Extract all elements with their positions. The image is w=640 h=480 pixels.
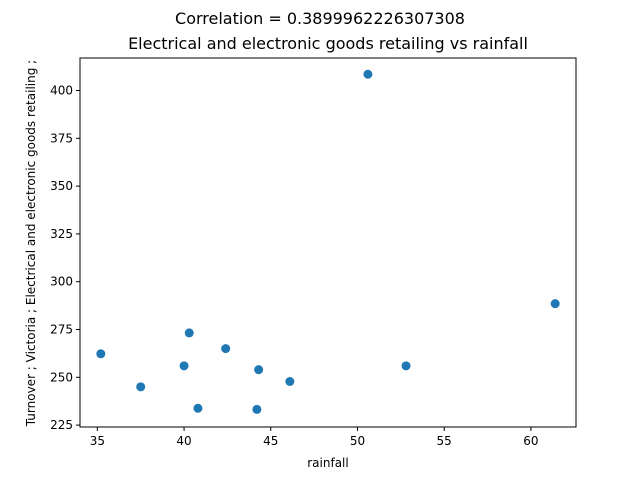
y-axis-ticks: 225 250 275 300 325 350 375 400 xyxy=(50,84,80,432)
data-point-8 xyxy=(285,376,295,386)
axes-frame xyxy=(79,57,577,428)
data-point-0 xyxy=(96,349,106,359)
data-point-1 xyxy=(136,382,146,392)
y-tick-label: 300 xyxy=(50,275,73,289)
data-points xyxy=(96,69,560,414)
x-axis-label: rainfall xyxy=(307,456,348,470)
y-tick-label: 375 xyxy=(50,131,73,145)
chart-title: Correlation = 0.3899962226307308 xyxy=(175,9,465,28)
data-point-7 xyxy=(254,365,264,375)
data-point-2 xyxy=(179,361,189,371)
x-tick-label: 40 xyxy=(176,434,191,448)
y-tick-label: 400 xyxy=(50,84,73,98)
y-tick-label: 225 xyxy=(50,418,73,432)
x-axis-ticks: 35 40 45 50 55 60 xyxy=(90,427,539,448)
x-tick-label: 50 xyxy=(350,434,365,448)
x-tick-label: 35 xyxy=(90,434,105,448)
x-tick-label: 55 xyxy=(437,434,452,448)
x-tick-label: 60 xyxy=(523,434,538,448)
chart-subtitle: Electrical and electronic goods retailin… xyxy=(128,34,528,53)
plot-area: 35 40 45 50 55 60 225 250 275 300 325 350 375 400 xyxy=(50,57,577,448)
data-point-9 xyxy=(363,69,373,79)
data-point-4 xyxy=(193,403,203,413)
data-point-3 xyxy=(184,328,194,338)
y-tick-label: 325 xyxy=(50,227,73,241)
data-point-6 xyxy=(252,404,262,414)
y-axis-label: Turnover ; Victoria ; Electrical and ele… xyxy=(24,60,38,427)
y-tick-label: 250 xyxy=(50,370,73,384)
data-point-5 xyxy=(221,344,231,354)
data-point-10 xyxy=(401,361,411,371)
y-tick-label: 275 xyxy=(50,322,73,336)
x-tick-label: 45 xyxy=(263,434,278,448)
data-point-11 xyxy=(550,299,560,309)
y-tick-label: 350 xyxy=(50,179,73,193)
